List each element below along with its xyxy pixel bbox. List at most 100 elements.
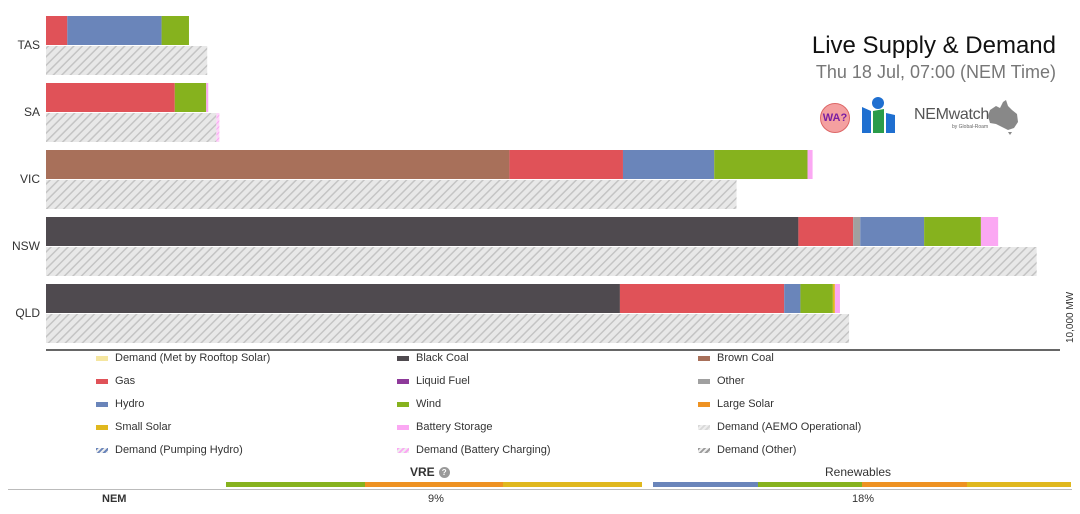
supply-bar-sa-gas[interactable] xyxy=(46,83,175,112)
scale-label: 10,000 MW xyxy=(1065,291,1076,343)
supply-bar-vic-hydro[interactable] xyxy=(622,150,715,179)
legend-label: Other xyxy=(717,375,745,387)
legend-swatch xyxy=(397,424,409,430)
legend-item-hydro[interactable]: Hydro xyxy=(96,398,144,410)
vre-percentage: 9% xyxy=(428,493,444,505)
legend-item-other[interactable]: Other xyxy=(698,375,745,387)
strip-segment-large-solar xyxy=(364,482,504,487)
legend-item-demand-aemo[interactable]: Demand (AEMO Operational) xyxy=(698,421,861,433)
demand-bar-sa[interactable] xyxy=(46,113,217,142)
supply-bar-nsw-other[interactable] xyxy=(853,217,861,246)
legend-label: Demand (Other) xyxy=(717,444,797,456)
legend-label: Wind xyxy=(416,398,442,410)
wa-link-button[interactable]: WA? xyxy=(820,103,850,133)
demand-bar-tas[interactable] xyxy=(46,46,208,75)
legend-item-small-solar[interactable]: Small Solar xyxy=(96,421,171,433)
demand-battery-charging-bar-sa[interactable] xyxy=(216,113,220,142)
legend-swatch xyxy=(96,401,108,407)
demand-bar-qld[interactable] xyxy=(46,314,850,343)
renewables-label: Renewables xyxy=(825,465,892,479)
supply-bar-sa-battery-storage[interactable] xyxy=(206,83,209,112)
supply-bar-vic-wind[interactable] xyxy=(714,150,808,179)
vre-color-strip xyxy=(226,482,643,487)
strip-segment-small-solar xyxy=(966,482,1071,487)
legend-label: Liquid Fuel xyxy=(416,375,470,387)
vre-label: VRE? xyxy=(410,465,450,479)
supply-bar-nsw-hydro[interactable] xyxy=(860,217,925,246)
legend-label: Small Solar xyxy=(115,421,172,433)
region-label: NEM xyxy=(102,493,127,505)
legend-swatch xyxy=(698,424,710,430)
nemwatch-brand[interactable]: NEMwatch xyxy=(914,106,989,123)
legend-label: Black Coal xyxy=(416,352,469,364)
legend-swatch xyxy=(698,378,710,384)
renewables-percentage: 18% xyxy=(852,493,875,505)
supply-bar-qld-black-coal[interactable] xyxy=(46,284,620,313)
demand-bar-nsw[interactable] xyxy=(46,247,1037,276)
legend-swatch xyxy=(96,447,108,453)
legend-label: Hydro xyxy=(115,398,145,410)
supply-bar-vic-battery-storage[interactable] xyxy=(807,150,813,179)
category-label-vic: VIC xyxy=(20,172,40,186)
legend-label: Demand (Met by Rooftop Solar) xyxy=(115,352,271,364)
legend-swatch xyxy=(698,355,710,361)
supply-bar-qld-gas[interactable] xyxy=(619,284,785,313)
supply-bar-tas-hydro[interactable] xyxy=(67,16,162,45)
legend-item-gas[interactable]: Gas xyxy=(96,375,135,387)
category-label-sa: SA xyxy=(24,105,40,119)
legend-label: Demand (Battery Charging) xyxy=(416,444,551,456)
category-axis: TAS SA VIC NSW QLD xyxy=(12,38,41,320)
strip-segment-wind xyxy=(757,482,862,487)
legend-swatch xyxy=(96,424,108,430)
supply-bar-nsw-battery-storage[interactable] xyxy=(980,217,999,246)
supply-bar-qld-small-solar[interactable] xyxy=(832,284,835,313)
legend-swatch xyxy=(96,355,108,361)
legend-label: Brown Coal xyxy=(717,352,774,364)
supply-bar-sa-wind[interactable] xyxy=(174,83,207,112)
legend-label: Demand (AEMO Operational) xyxy=(717,421,862,433)
strip-segment-wind xyxy=(226,482,365,487)
supply-bar-qld-wind[interactable] xyxy=(800,284,833,313)
legend-item-demand-battery-charging[interactable]: Demand (Battery Charging) xyxy=(397,444,551,456)
australia-map-icon xyxy=(988,100,1018,135)
supply-demand-chart: TAS SA VIC NSW QLD 10,000 MW xyxy=(12,16,1076,351)
help-icon[interactable]: ? xyxy=(438,467,450,478)
supply-bar-qld-hydro[interactable] xyxy=(784,284,801,313)
legend-item-demand-other[interactable]: Demand (Other) xyxy=(698,444,796,456)
category-label-nsw: NSW xyxy=(12,239,41,253)
supply-bar-nsw-black-coal[interactable] xyxy=(46,217,799,246)
supply-bar-tas-wind[interactable] xyxy=(161,16,189,45)
legend-item-brown-coal[interactable]: Brown Coal xyxy=(698,352,774,364)
legend-label: Battery Storage xyxy=(416,421,493,433)
legend-item-large-solar[interactable]: Large Solar xyxy=(698,398,774,410)
supply-bar-nsw-gas[interactable] xyxy=(798,217,854,246)
legend-swatch xyxy=(698,447,710,453)
legend-label: Large Solar xyxy=(717,398,774,410)
bar-layer xyxy=(46,16,1037,343)
renewables-color-strip xyxy=(653,482,1071,487)
page-subtitle: Thu 18 Jul, 07:00 (NEM Time) xyxy=(815,62,1056,82)
page-title: Live Supply & Demand xyxy=(811,32,1056,59)
legend-swatch xyxy=(397,401,409,407)
legend-item-demand-rooftop[interactable]: Demand (Met by Rooftop Solar) xyxy=(96,352,270,364)
legend-item-liquid-fuel[interactable]: Liquid Fuel xyxy=(397,375,470,387)
strip-segment-small-solar xyxy=(503,482,643,487)
supply-bar-nsw-wind[interactable] xyxy=(924,217,981,246)
legend-swatch xyxy=(397,355,409,361)
legend-item-black-coal[interactable]: Black Coal xyxy=(397,352,469,364)
category-label-qld: QLD xyxy=(15,306,40,320)
legend-item-wind[interactable]: Wind xyxy=(397,398,441,410)
supply-bar-qld-battery-storage[interactable] xyxy=(834,284,840,313)
global-roam-logo-icon[interactable] xyxy=(860,97,896,135)
supply-bar-vic-brown-coal[interactable] xyxy=(46,150,510,179)
legend-swatch xyxy=(96,378,108,384)
legend-item-battery-storage[interactable]: Battery Storage xyxy=(397,421,492,433)
legend-label: Gas xyxy=(115,375,136,387)
supply-bar-vic-gas[interactable] xyxy=(509,150,623,179)
nemwatch-brand-sub: by Global-Roam xyxy=(952,124,989,130)
demand-bar-vic[interactable] xyxy=(46,180,737,209)
category-label-tas: TAS xyxy=(18,38,40,52)
supply-bar-tas-gas[interactable] xyxy=(46,16,68,45)
strip-segment-hydro xyxy=(653,482,758,487)
legend-item-demand-pumping-hydro[interactable]: Demand (Pumping Hydro) xyxy=(96,444,243,456)
